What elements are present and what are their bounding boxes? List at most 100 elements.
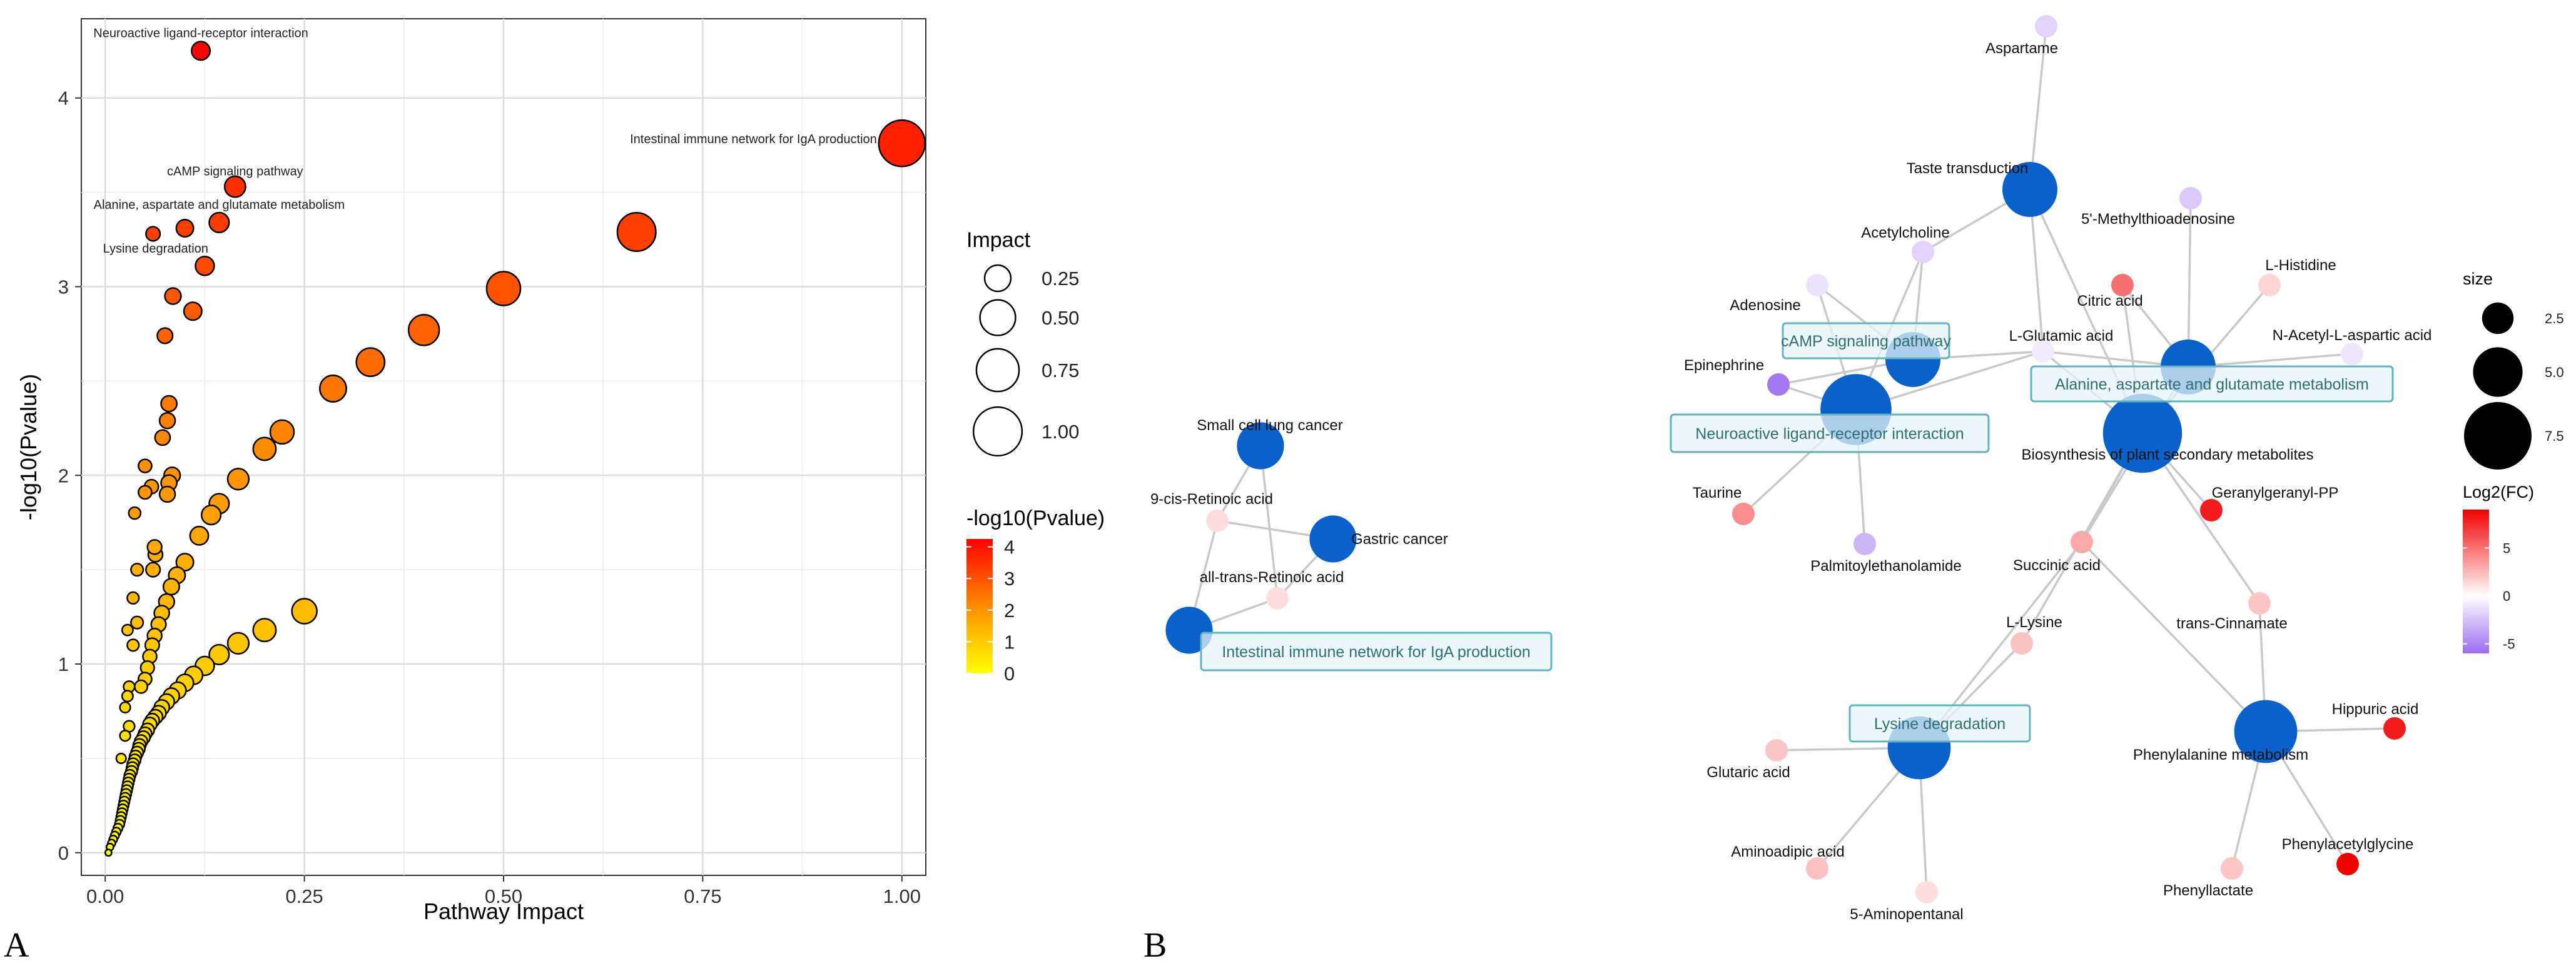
data-point bbox=[164, 287, 182, 305]
data-point bbox=[158, 485, 176, 503]
network-labels: Small cell lung cancer Gastric cancer Tast… bbox=[1150, 40, 2431, 923]
data-point bbox=[104, 848, 113, 857]
data-point bbox=[175, 218, 195, 238]
data-point bbox=[208, 643, 230, 666]
metabolite-label: Phenyllactate bbox=[2163, 882, 2253, 899]
metabolite-node-l-histidine bbox=[2258, 274, 2281, 296]
data-point bbox=[407, 314, 440, 346]
pathway-label-box bbox=[1200, 631, 1553, 672]
metabolite-node-5-methylthioadenosine bbox=[2179, 187, 2202, 209]
metabolite-node-acetylcholine bbox=[1912, 241, 1934, 263]
metabolite-node-9-cis-retinoic-acid bbox=[1206, 510, 1229, 532]
size-legend-label: 5.0 bbox=[2545, 365, 2564, 380]
network-edge bbox=[2187, 198, 2192, 368]
data-point bbox=[485, 271, 522, 306]
data-point bbox=[146, 539, 163, 555]
pathway-node-taste-transduction bbox=[2002, 162, 2057, 217]
data-point bbox=[130, 563, 145, 577]
data-point bbox=[128, 506, 142, 520]
pathway-node-biosynthesis-of-plant-secondary-metabolites bbox=[2102, 393, 2183, 473]
metabolite-label: Glutaric acid bbox=[1706, 764, 1790, 781]
data-point bbox=[126, 591, 140, 605]
panel-b-network: Intestinal immune network for IgA produc… bbox=[1143, 15, 2564, 965]
metabolite-node-aminoadipic-acid bbox=[1806, 857, 1828, 880]
size-legend-label: 1.00 bbox=[1042, 421, 1079, 443]
pathway-node-small-cell-lung-cancer bbox=[1237, 422, 1284, 470]
metabolite-label: Taurine bbox=[1693, 485, 1742, 501]
data-point bbox=[158, 412, 176, 430]
metabolite-label: L-Glutamic acid bbox=[2009, 328, 2114, 345]
size-legend-circle bbox=[972, 406, 1023, 457]
panel-a-legend: Impact 0.25 0.50 0.75 1.00 -log10(Pvalue) 4 3 2 1… bbox=[966, 228, 1105, 685]
pathway-box-label: Alanine, aspartate and glutamate metabol… bbox=[2055, 376, 2369, 393]
metabolite-node-l-glutamic-acid bbox=[2032, 340, 2054, 363]
data-point bbox=[119, 701, 131, 714]
data-point bbox=[156, 327, 174, 345]
data-point bbox=[175, 553, 195, 572]
panel-a-letter: A bbox=[4, 926, 29, 965]
y-tick-label: 3 bbox=[58, 276, 69, 298]
y-tick-label: 2 bbox=[58, 465, 69, 486]
data-point bbox=[208, 211, 230, 234]
data-point bbox=[134, 679, 148, 694]
y-axis-title: -log10(Pvalue) bbox=[16, 374, 41, 520]
data-point bbox=[291, 598, 318, 625]
panel-b-legend: size 2.5 5.0 7.5 Log2(FC) 5 0 -5 bbox=[2463, 269, 2564, 653]
color-bar-label: 5 bbox=[2503, 540, 2510, 556]
metabolite-label: trans-Cinnamate bbox=[2176, 615, 2287, 632]
metabolite-node-citric-acid bbox=[2111, 274, 2134, 296]
metabolite-node-geranylgeranyl-pp bbox=[2200, 499, 2223, 521]
metabolite-label: Aminoadipic acid bbox=[1731, 843, 1844, 860]
data-point bbox=[616, 211, 657, 253]
metabolite-label: Hippuric acid bbox=[2332, 701, 2419, 718]
y-tick-label: 0 bbox=[58, 842, 69, 864]
data-point bbox=[252, 436, 277, 461]
metabolite-node-glutaric-acid bbox=[1765, 739, 1788, 762]
metabolite-node-all-trans-retinoic-acid bbox=[1266, 587, 1289, 610]
data-point bbox=[160, 395, 178, 413]
data-point bbox=[252, 618, 277, 643]
metabolite-node-adenosine bbox=[1806, 274, 1828, 296]
color-legend-title: -log10(Pvalue) bbox=[966, 506, 1105, 530]
x-axis-title: Pathway Impact bbox=[423, 898, 584, 924]
point-label: Neuroactive ligand-receptor interaction bbox=[93, 26, 308, 40]
data-point bbox=[126, 638, 140, 652]
data-point bbox=[130, 615, 145, 630]
pathway-label: Small cell lung cancer bbox=[1197, 417, 1342, 434]
size-legend-circle bbox=[2464, 402, 2532, 470]
pathway-label-box bbox=[1782, 322, 1950, 360]
pathway-label-box bbox=[1848, 704, 2031, 743]
network-edge bbox=[2081, 541, 2267, 733]
data-point bbox=[878, 119, 926, 168]
data-point bbox=[115, 752, 127, 764]
pathway-node-gastric-cancer bbox=[1309, 515, 1357, 563]
x-tick-label: 1.00 bbox=[883, 885, 921, 907]
color-bar-label: 3 bbox=[1004, 568, 1015, 590]
metabolite-label: L-Histidine bbox=[2265, 257, 2336, 274]
pathway-box-label: Intestinal immune network for IgA produc… bbox=[1222, 643, 1530, 661]
color-bar-label: 0 bbox=[1004, 663, 1015, 685]
pathway-box-label: Lysine degradation bbox=[1874, 715, 2006, 733]
metabolite-label: N-Acetyl-L-aspartic acid bbox=[2273, 327, 2432, 344]
data-point bbox=[154, 429, 171, 446]
metabolite-label: 5-Aminopentanal bbox=[1850, 906, 1963, 923]
pathway-box-label: cAMP signaling pathway bbox=[1781, 333, 1951, 350]
metabolite-label: Succinic acid bbox=[2013, 557, 2101, 574]
data-point bbox=[145, 226, 161, 242]
color-bar-label: 0 bbox=[2503, 588, 2510, 604]
metabolite-label: 5'-Methylthioadenosine bbox=[2081, 211, 2235, 228]
pathway-label: Gastric cancer bbox=[1351, 531, 1448, 548]
panel-a-points bbox=[104, 41, 926, 857]
size-legend-circle bbox=[2482, 302, 2514, 335]
data-point bbox=[195, 256, 215, 276]
metabolite-node-phenyllactate bbox=[2221, 857, 2243, 880]
size-legend-title: size bbox=[2463, 269, 2493, 288]
metabolite-label: Acetylcholine bbox=[1861, 224, 1949, 241]
data-point bbox=[121, 690, 134, 703]
metabolite-node-l-lysine bbox=[2011, 632, 2033, 655]
metabolite-node-n-acetyl-l-aspartic-acid bbox=[2341, 343, 2363, 365]
pathway-label: Taste transduction bbox=[1907, 160, 2029, 177]
metabolite-node-hippuric-acid bbox=[2383, 717, 2406, 740]
panel-a-gridlines bbox=[81, 19, 926, 875]
data-point bbox=[121, 623, 134, 636]
